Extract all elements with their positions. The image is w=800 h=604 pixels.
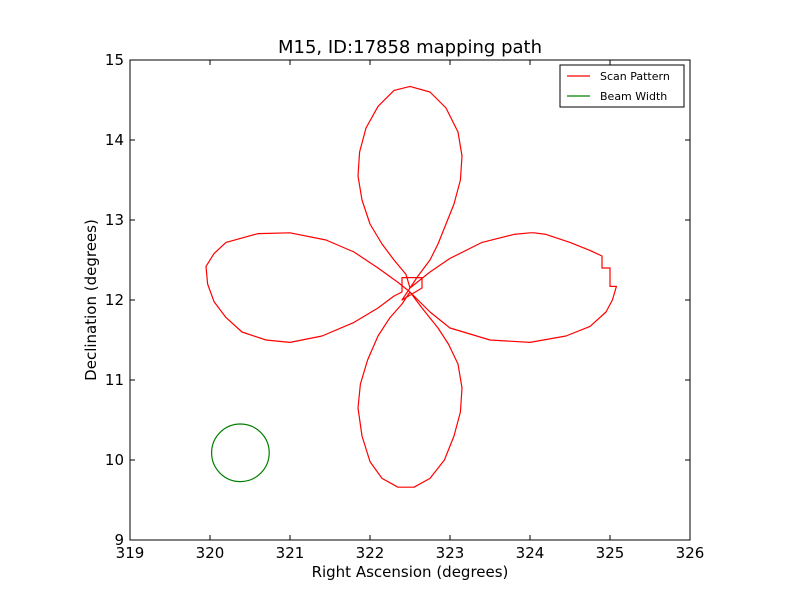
chart-title: M15, ID:17858 mapping path bbox=[278, 37, 542, 58]
y-tick-label: 11 bbox=[105, 371, 124, 389]
y-axis: 9 10 11 12 13 14 15 bbox=[105, 51, 690, 549]
series-scan-pattern bbox=[205, 85, 618, 488]
x-tick-label: 319 bbox=[116, 544, 145, 562]
x-tick-label: 321 bbox=[276, 544, 305, 562]
x-tick-label: 323 bbox=[436, 544, 465, 562]
legend: Scan Pattern Beam Width bbox=[559, 64, 685, 108]
plot-area bbox=[205, 85, 618, 488]
y-tick-label: 12 bbox=[105, 291, 124, 309]
x-tick-label: 326 bbox=[676, 544, 705, 562]
y-tick-label: 15 bbox=[105, 51, 124, 69]
legend-box bbox=[559, 64, 685, 108]
x-tick-label: 320 bbox=[196, 544, 225, 562]
legend-label-beam-width: Beam Width bbox=[600, 90, 667, 103]
legend-label-scan-pattern: Scan Pattern bbox=[600, 70, 670, 83]
x-tick-label: 322 bbox=[356, 544, 385, 562]
x-tick-label: 325 bbox=[596, 544, 625, 562]
x-axis: 319 320 321 322 323 324 325 326 bbox=[116, 60, 705, 562]
series-beam-width bbox=[210, 423, 270, 483]
data-layer bbox=[205, 85, 618, 488]
y-tick-label: 13 bbox=[105, 211, 124, 229]
x-tick-label: 324 bbox=[516, 544, 545, 562]
y-tick-label: 10 bbox=[105, 451, 124, 469]
y-tick-label: 9 bbox=[114, 531, 124, 549]
y-axis-label: Declination (degrees) bbox=[82, 219, 100, 381]
y-tick-label: 14 bbox=[105, 131, 124, 149]
x-axis-label: Right Ascension (degrees) bbox=[312, 563, 509, 581]
